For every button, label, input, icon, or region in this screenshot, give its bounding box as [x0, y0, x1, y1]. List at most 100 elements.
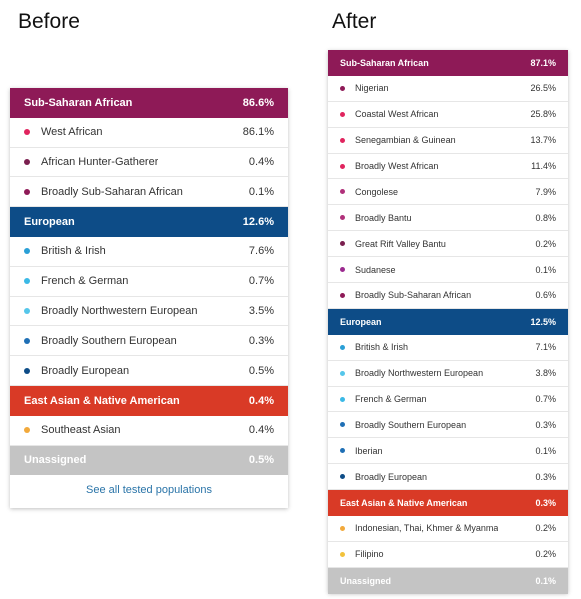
population-label: French & German: [24, 275, 128, 287]
population-name: Broadly Southern European: [355, 419, 467, 430]
category-percentage: 12.5%: [530, 316, 556, 327]
population-row-senegambian-and-guinean[interactable]: Senegambian & Guinean 13.7%: [328, 128, 568, 154]
population-row-broadly-bantu[interactable]: Broadly Bantu 0.8%: [328, 205, 568, 232]
population-name: Broadly Northwestern European: [41, 304, 198, 317]
population-percentage: 0.1%: [535, 264, 556, 275]
population-label: Broadly Bantu: [340, 213, 412, 223]
color-dot-icon: [340, 551, 345, 557]
population-label: French & German: [340, 394, 427, 404]
population-label: Broadly Northwestern European: [24, 305, 198, 317]
population-name: African Hunter-Gatherer: [41, 155, 159, 168]
population-row-sudanese[interactable]: Sudanese 0.1%: [328, 257, 568, 284]
population-row-congolese[interactable]: Congolese 7.9%: [328, 179, 568, 206]
category-name: Unassigned: [340, 575, 392, 586]
population-row-broadly-southern-european[interactable]: Broadly Southern European 0.3%: [10, 326, 288, 357]
category-percentage: 12.6%: [242, 216, 274, 229]
color-dot-icon: [24, 188, 30, 195]
population-label: Nigerian: [340, 83, 389, 93]
population-row-indonesian-thai-khmer-and-myanma[interactable]: Indonesian, Thai, Khmer & Myanma 0.2%: [328, 516, 568, 542]
population-percentage: 3.5%: [248, 304, 274, 317]
population-row-filipino[interactable]: Filipino 0.2%: [328, 542, 568, 568]
after-heading: After: [332, 10, 377, 33]
population-row-iberian[interactable]: Iberian 0.1%: [328, 438, 568, 465]
population-label: Iberian: [340, 446, 383, 456]
population-row-broadly-european[interactable]: Broadly European 0.5%: [10, 356, 288, 386]
color-dot-icon: [340, 448, 345, 454]
population-row-great-rift-valley-bantu[interactable]: Great Rift Valley Bantu 0.2%: [328, 231, 568, 258]
population-percentage: 0.1%: [248, 185, 274, 198]
color-dot-icon: [340, 163, 345, 169]
see-all-populations-link[interactable]: See all tested populations: [86, 484, 212, 497]
population-percentage: 0.5%: [248, 364, 274, 377]
population-row-southeast-asian[interactable]: Southeast Asian 0.4%: [10, 416, 288, 446]
population-row-nigerian[interactable]: Nigerian 26.5%: [328, 76, 568, 102]
population-row-french-and-german[interactable]: French & German 0.7%: [10, 267, 288, 297]
color-dot-icon: [340, 215, 345, 221]
population-label: Great Rift Valley Bantu: [340, 239, 446, 249]
population-label: British & Irish: [340, 342, 408, 352]
population-label: Broadly Northwestern European: [340, 368, 483, 378]
population-label: Broadly Sub-Saharan African: [24, 186, 183, 198]
population-name: British & Irish: [355, 342, 409, 353]
population-name: Broadly West African: [355, 161, 439, 171]
category-name: Sub-Saharan African: [24, 96, 133, 109]
population-row-british-and-irish[interactable]: British & Irish 7.1%: [328, 335, 568, 361]
color-dot-icon: [340, 292, 345, 298]
category-row-european[interactable]: European 12.6%: [10, 207, 288, 237]
population-row-british-and-irish[interactable]: British & Irish 7.6%: [10, 237, 288, 267]
category-percentage: 0.3%: [535, 498, 556, 509]
color-dot-icon: [340, 370, 345, 376]
color-dot-icon: [24, 427, 30, 434]
population-percentage: 0.8%: [535, 212, 556, 223]
population-label: African Hunter-Gatherer: [24, 156, 158, 168]
population-row-broadly-west-african[interactable]: Broadly West African 11.4%: [328, 154, 568, 180]
category-name: Sub-Saharan African: [340, 57, 429, 68]
population-row-broadly-sub-saharan-african[interactable]: Broadly Sub-Saharan African 0.1%: [10, 177, 288, 208]
color-dot-icon: [24, 367, 30, 374]
population-label: Senegambian & Guinean: [340, 135, 456, 145]
population-percentage: 25.8%: [530, 109, 556, 120]
category-row-european[interactable]: European 12.5%: [328, 308, 568, 335]
category-name: East Asian & Native American: [340, 498, 468, 509]
category-row-unassigned[interactable]: Unassigned 0.5%: [10, 445, 288, 476]
population-percentage: 86.1%: [242, 126, 274, 139]
population-row-west-african[interactable]: West African 86.1%: [10, 118, 288, 148]
color-dot-icon: [340, 267, 345, 273]
color-dot-icon: [340, 189, 345, 195]
before-ancestry-panel: Sub-Saharan African 86.6% West African 86.1…: [10, 88, 288, 508]
category-row-east-asian-and-native-american[interactable]: East Asian & Native American 0.3%: [328, 490, 568, 517]
category-percentage: 0.4%: [248, 394, 274, 407]
population-row-broadly-european[interactable]: Broadly European 0.3%: [328, 464, 568, 491]
color-dot-icon: [340, 241, 345, 247]
population-row-broadly-northwestern-european[interactable]: Broadly Northwestern European 3.5%: [10, 297, 288, 327]
population-percentage: 7.1%: [535, 342, 556, 353]
category-row-unassigned[interactable]: Unassigned 0.1%: [328, 567, 568, 594]
population-percentage: 0.2%: [535, 549, 556, 560]
category-row-sub-saharan-african[interactable]: Sub-Saharan African 86.6%: [10, 88, 288, 118]
color-dot-icon: [24, 158, 30, 165]
category-name: European: [340, 316, 382, 327]
category-row-east-asian-and-native-american[interactable]: East Asian & Native American 0.4%: [10, 385, 288, 416]
population-row-african-hunter-gatherer[interactable]: African Hunter-Gatherer 0.4%: [10, 148, 288, 178]
color-dot-icon: [24, 307, 30, 314]
population-label: Broadly West African: [340, 161, 438, 171]
before-heading: Before: [18, 10, 80, 33]
population-name: Broadly Bantu: [355, 212, 412, 223]
population-row-broadly-southern-european[interactable]: Broadly Southern European 0.3%: [328, 412, 568, 439]
category-name: East Asian & Native American: [24, 394, 180, 407]
population-label: Filipino: [340, 549, 384, 559]
category-percentage: 86.6%: [242, 96, 274, 109]
category-row-sub-saharan-african[interactable]: Sub-Saharan African 87.1%: [328, 50, 568, 76]
population-row-broadly-northwestern-european[interactable]: Broadly Northwestern European 3.8%: [328, 361, 568, 387]
color-dot-icon: [24, 337, 30, 344]
population-name: Nigerian: [355, 83, 389, 94]
population-row-broadly-sub-saharan-african[interactable]: Broadly Sub-Saharan African 0.6%: [328, 283, 568, 309]
population-name: Southeast Asian: [41, 424, 121, 437]
category-name: Unassigned: [24, 454, 87, 467]
population-name: Broadly European: [41, 364, 130, 377]
population-percentage: 0.6%: [535, 290, 556, 301]
population-percentage: 13.7%: [530, 135, 556, 146]
population-row-french-and-german[interactable]: French & German 0.7%: [328, 387, 568, 413]
population-row-coastal-west-african[interactable]: Coastal West African 25.8%: [328, 102, 568, 128]
color-dot-icon: [340, 85, 345, 91]
